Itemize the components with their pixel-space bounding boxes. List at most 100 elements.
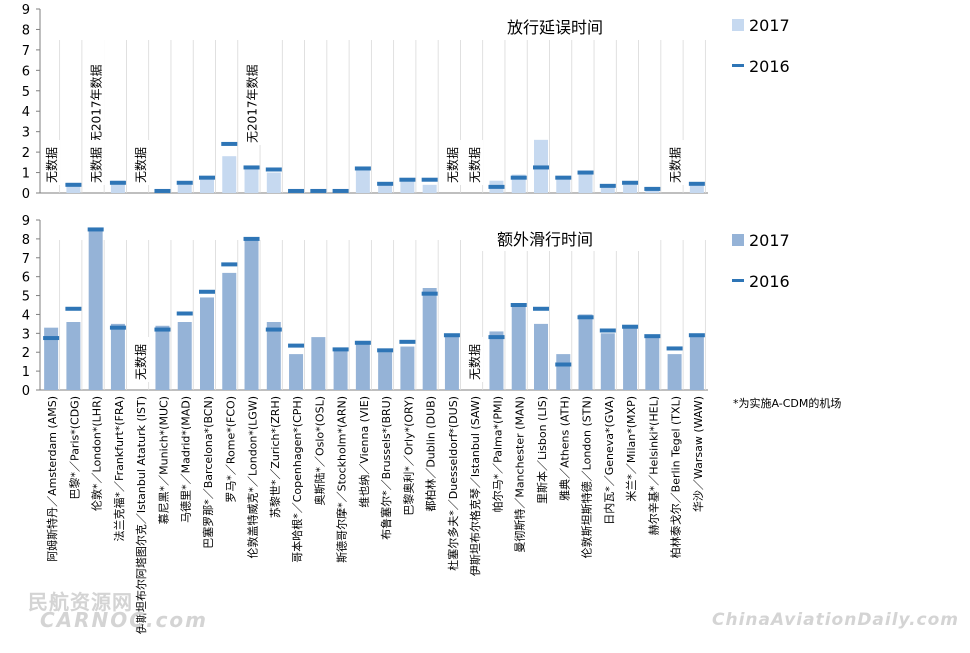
bar-2017: [667, 354, 682, 390]
bar-2017: [534, 323, 548, 390]
legend-label-2016: 2016: [749, 57, 790, 76]
bar-2017: [355, 168, 370, 193]
marker-2016: [666, 346, 683, 351]
bar-2017: [177, 322, 192, 390]
bar-2017: [244, 168, 259, 193]
legend-label-2017: 2017: [749, 16, 790, 35]
bar-2017: [400, 178, 415, 193]
no-data-bg: [42, 140, 61, 185]
y-tick-label: 0: [22, 384, 30, 399]
y-tick-label: 7: [22, 44, 30, 59]
x-category-label: 维也纳／Vienna (VIE): [358, 396, 371, 508]
x-category-label: 斯德哥尔摩*／Stockholm*(ARN): [335, 396, 349, 563]
legend-swatch-2016: [732, 64, 744, 67]
marker-2016: [65, 306, 82, 311]
x-category-label: 伊斯坦布尔格克琴／Istanbul (SAW): [468, 396, 482, 576]
marker-2016: [510, 175, 527, 180]
marker-2016: [555, 362, 572, 367]
marker-2016: [622, 180, 639, 185]
y-tick-label: 9: [22, 214, 30, 229]
bar-2017: [489, 331, 504, 390]
legend-swatch-2016: [732, 279, 744, 282]
watermark-carnoc: 民航资源网: [28, 590, 133, 614]
bar-2017: [333, 350, 348, 390]
marker-2016: [265, 327, 282, 332]
no-data-bg: [86, 35, 105, 145]
marker-2016: [644, 334, 661, 339]
bar-2017: [88, 229, 103, 390]
bar-2017: [556, 354, 571, 390]
x-category-label: 赫尔辛基*／Helsinki*(HEL): [646, 396, 660, 535]
bar-2017: [44, 327, 59, 390]
no-data-bg: [465, 337, 484, 382]
y-tick-label: 3: [22, 126, 30, 141]
marker-2016: [443, 333, 460, 338]
y-tick-label: 1: [22, 365, 30, 380]
bar-2017: [422, 184, 437, 193]
bar-2017: [689, 182, 704, 193]
marker-2016: [577, 315, 594, 320]
bar-2017: [689, 335, 704, 390]
x-category-label: 苏黎世*／Zurich*(ZRH): [268, 396, 282, 518]
marker-2016: [243, 236, 260, 241]
x-category-label: 杜塞尔多夫*／Duesseldorf*(DUS): [446, 396, 460, 571]
bar-2017: [623, 184, 638, 193]
no-data-bg: [442, 140, 461, 185]
bar-2017: [244, 238, 259, 390]
x-category-label: 奥斯陆*／Oslo*(OSL): [312, 396, 326, 506]
marker-2016: [688, 181, 705, 186]
bar-2017: [266, 322, 281, 390]
y-tick-label: 4: [22, 105, 30, 120]
chart-title: 放行延误时间: [507, 18, 603, 37]
x-category-label: 罗马*／Rome*(FCO): [224, 396, 237, 503]
no-data-bg: [131, 337, 150, 382]
y-tick-label: 0: [22, 187, 30, 202]
marker-2016: [154, 327, 171, 332]
bar-2017: [289, 354, 304, 390]
bar-2017: [556, 178, 571, 193]
marker-2016: [555, 175, 572, 180]
marker-2016: [221, 141, 238, 146]
watermark-carnoc-url: CARNOC.com: [40, 608, 209, 632]
marker-2016: [577, 170, 594, 175]
y-tick-label: 3: [22, 327, 30, 342]
x-category-label: 慕尼黑*／Munich*(MUC): [156, 396, 170, 524]
marker-2016: [109, 325, 126, 330]
bar-2017: [110, 323, 125, 390]
marker-2016: [421, 177, 438, 182]
marker-2016: [377, 181, 394, 186]
marker-2016: [199, 175, 215, 180]
marker-2016: [488, 335, 505, 340]
no-data-annotation: 无数据: [89, 147, 104, 183]
no-data-annotation: 无数据: [133, 147, 148, 183]
y-tick-label: 9: [22, 3, 30, 18]
y-tick-label: 7: [22, 252, 30, 267]
bar-2017: [578, 170, 593, 193]
bar-2017: [400, 346, 415, 390]
x-category-label: 哥本哈根*／Copenhagen*(CPH): [290, 396, 304, 563]
x-category-label: 布鲁塞尔*／Brussels*(BRU): [379, 396, 393, 540]
chart-panel-2: 0 1 2 3 4 5 6 7 8 9 无数据 无数据 额外滑行时间 2017 2016 *为实施A-CDM的…: [22, 214, 842, 410]
marker-2016: [644, 186, 661, 191]
bar-2017: [645, 337, 660, 390]
bar-2017: [444, 335, 459, 390]
no-data-annotation: 无数据: [668, 147, 683, 183]
x-category-label: 巴黎奥利*／Orly*(ORY): [401, 396, 415, 516]
bar-2017: [378, 182, 393, 193]
bar-2017: [66, 182, 81, 193]
x-category-label: 马德里*／Madrid*(MAD): [179, 396, 193, 523]
marker-2016: [332, 188, 349, 193]
y-tick-label: 5: [22, 290, 30, 305]
marker-2016: [109, 180, 126, 185]
no-data-annotation: 无2017年数据: [89, 64, 104, 143]
legend-label-2016: 2016: [749, 272, 790, 291]
x-category-label: 伊斯坦布尔阿塔图尔克／Istanbul Ataturk (IST): [134, 396, 148, 634]
bar-2017: [155, 325, 170, 390]
bar-2017: [623, 325, 638, 390]
x-category-label: 里斯本／Lisbon (LIS): [535, 396, 549, 504]
marker-2016: [154, 188, 171, 193]
x-category-label: 伦敦斯坦斯特德／London (STN): [580, 396, 594, 558]
bar-2017: [200, 297, 214, 390]
